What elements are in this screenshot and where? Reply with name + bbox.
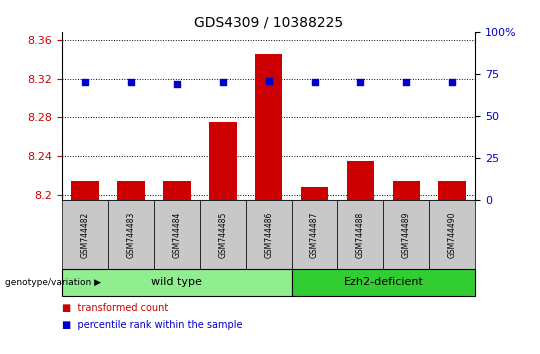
Text: GSM744487: GSM744487 — [310, 211, 319, 258]
FancyBboxPatch shape — [338, 200, 383, 269]
Point — [126, 80, 135, 85]
FancyBboxPatch shape — [292, 269, 475, 296]
Bar — [301, 187, 328, 200]
Point — [448, 80, 456, 85]
FancyBboxPatch shape — [62, 200, 108, 269]
Point — [356, 80, 365, 85]
Text: GSM744482: GSM744482 — [80, 211, 90, 258]
Point — [265, 78, 273, 84]
Point — [402, 80, 410, 85]
Text: genotype/variation ▶: genotype/variation ▶ — [5, 278, 102, 287]
Text: wild type: wild type — [151, 277, 202, 287]
Text: ■  percentile rank within the sample: ■ percentile rank within the sample — [62, 320, 242, 330]
Bar — [255, 54, 282, 200]
Point — [218, 80, 227, 85]
Bar — [117, 181, 145, 200]
FancyBboxPatch shape — [108, 200, 154, 269]
Title: GDS4309 / 10388225: GDS4309 / 10388225 — [194, 15, 343, 29]
FancyBboxPatch shape — [154, 200, 200, 269]
Point — [310, 80, 319, 85]
FancyBboxPatch shape — [429, 200, 475, 269]
Text: GSM744485: GSM744485 — [218, 211, 227, 258]
Text: GSM744488: GSM744488 — [356, 211, 365, 258]
FancyBboxPatch shape — [246, 200, 292, 269]
FancyBboxPatch shape — [292, 200, 338, 269]
FancyBboxPatch shape — [62, 269, 292, 296]
Bar — [393, 181, 420, 200]
Text: GSM744486: GSM744486 — [264, 211, 273, 258]
Text: Ezh2-deficient: Ezh2-deficient — [343, 277, 423, 287]
Text: GSM744490: GSM744490 — [448, 211, 457, 258]
Bar — [71, 181, 99, 200]
Point — [172, 81, 181, 87]
FancyBboxPatch shape — [200, 200, 246, 269]
Text: GSM744483: GSM744483 — [126, 211, 136, 258]
FancyBboxPatch shape — [383, 200, 429, 269]
Bar — [438, 181, 466, 200]
Bar — [209, 122, 237, 200]
Point — [81, 80, 90, 85]
Text: ■  transformed count: ■ transformed count — [62, 303, 168, 313]
Bar — [163, 181, 191, 200]
Bar — [347, 161, 374, 200]
Text: GSM744484: GSM744484 — [172, 211, 181, 258]
Text: GSM744489: GSM744489 — [402, 211, 411, 258]
